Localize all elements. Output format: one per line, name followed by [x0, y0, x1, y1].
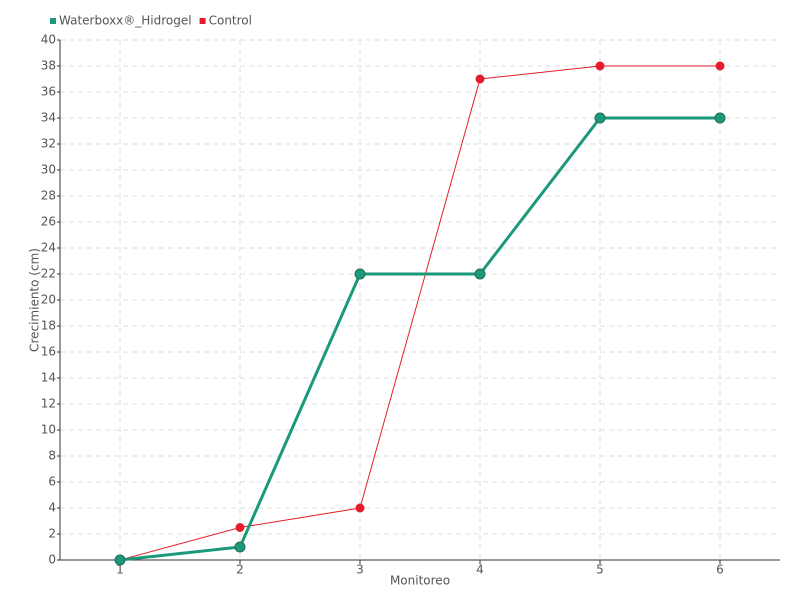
y-tick-label: 28 — [41, 189, 56, 203]
y-tick-label: 14 — [41, 371, 56, 385]
x-tick-label: 3 — [356, 563, 364, 577]
y-tick-label: 24 — [41, 241, 56, 255]
point — [715, 61, 725, 71]
legend-swatch — [50, 18, 56, 24]
point — [234, 541, 246, 553]
point — [475, 74, 485, 84]
point — [595, 61, 605, 71]
y-tick-label: 18 — [41, 319, 56, 333]
x-axis-title: Monitoreo — [390, 574, 450, 588]
y-tick-label: 0 — [48, 553, 56, 567]
y-tick-label: 4 — [48, 501, 56, 515]
point — [714, 112, 726, 124]
x-tick-label: 5 — [596, 563, 604, 577]
point — [235, 523, 245, 532]
y-tick-label: 40 — [41, 33, 56, 47]
y-tick-label: 20 — [41, 293, 56, 307]
y-tick-label: 30 — [41, 163, 56, 177]
x-tick-label: 4 — [476, 563, 484, 577]
legend-label: Waterboxx®_Hidrogel — [59, 14, 192, 28]
y-tick-label: 34 — [41, 111, 56, 125]
point — [114, 554, 126, 566]
y-tick-label: 2 — [48, 527, 56, 541]
y-tick-label: 26 — [41, 215, 56, 229]
y-tick-label: 16 — [41, 345, 56, 359]
y-tick-label: 12 — [41, 397, 56, 411]
y-axis-title: Crecimiento (cm) — [28, 248, 42, 352]
y-tick-label: 22 — [41, 267, 56, 281]
point — [354, 268, 366, 280]
legend-label: Control — [209, 14, 252, 28]
point — [474, 268, 486, 280]
y-tick-label: 32 — [41, 137, 56, 151]
y-tick-label: 10 — [41, 423, 56, 437]
y-tick-label: 8 — [48, 449, 56, 463]
point — [594, 112, 606, 124]
point — [355, 503, 365, 513]
x-tick-label: 1 — [116, 563, 124, 577]
y-tick-label: 36 — [41, 85, 56, 99]
series-line — [119, 65, 720, 561]
x-tick-label: 6 — [716, 563, 724, 577]
x-tick-label: 2 — [236, 563, 244, 577]
legend-swatch — [199, 18, 206, 24]
y-tick-label: 6 — [48, 475, 56, 489]
y-tick-label: 38 — [41, 59, 56, 73]
series-line — [119, 116, 720, 562]
